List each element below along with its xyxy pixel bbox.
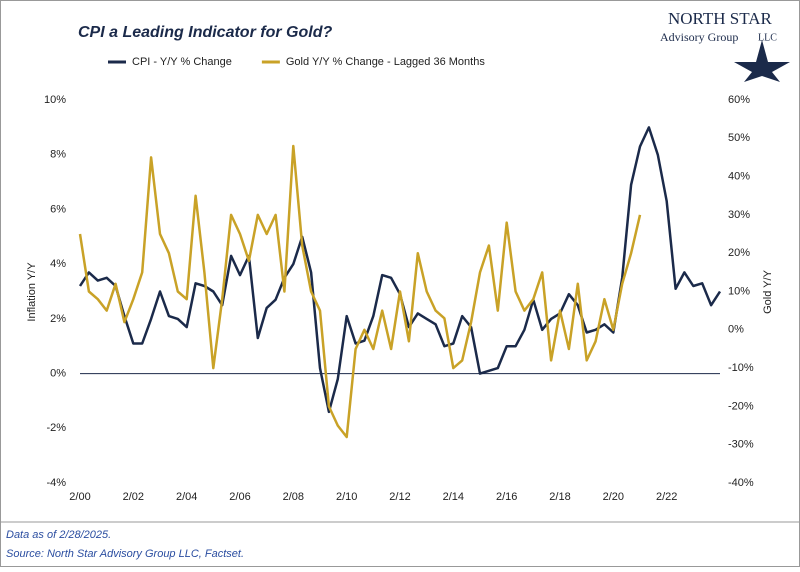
y-tick-label: -2% — [46, 422, 66, 434]
y-tick-label: 10% — [44, 94, 66, 106]
legend-label: CPI - Y/Y % Change — [132, 56, 232, 68]
x-tick-label: 2/10 — [336, 491, 357, 503]
x-tick-label: 2/02 — [123, 491, 144, 503]
x-tick-label: 2/20 — [603, 491, 624, 503]
x-tick-label: 2/08 — [283, 491, 304, 503]
x-tick-label: 2/22 — [656, 491, 677, 503]
y2-tick-label: 0% — [728, 324, 744, 336]
x-tick-label: 2/00 — [69, 491, 90, 503]
x-tick-label: 2/14 — [443, 491, 464, 503]
y-tick-label: 6% — [50, 203, 66, 215]
x-tick-label: 2/18 — [549, 491, 570, 503]
y2-tick-label: 20% — [728, 247, 750, 259]
y2-tick-label: 60% — [728, 94, 750, 106]
y-tick-label: 4% — [50, 258, 66, 270]
y2-axis-title: Gold Y/Y — [762, 269, 774, 313]
y2-tick-label: 40% — [728, 171, 750, 183]
y2-tick-label: -30% — [728, 439, 754, 451]
y-axis-title: Inflation Y/Y — [26, 262, 38, 322]
series-line — [78, 144, 642, 439]
x-tick-label: 2/04 — [176, 491, 197, 503]
note: Data as of 2/28/2025. — [6, 529, 111, 541]
y2-tick-label: -20% — [728, 400, 754, 412]
y2-tick-label: 10% — [728, 285, 750, 297]
y-tick-label: 0% — [50, 367, 66, 379]
y-tick-label: 8% — [50, 149, 66, 161]
logo-suffix: LLC — [758, 32, 777, 43]
x-tick-label: 2/06 — [229, 491, 250, 503]
y-tick-label: -4% — [46, 477, 66, 489]
note: Source: North Star Advisory Group LLC, F… — [6, 548, 244, 560]
x-tick-label: 2/16 — [496, 491, 517, 503]
legend-label: Gold Y/Y % Change - Lagged 36 Months — [286, 56, 485, 68]
x-tick-label: 2/12 — [389, 491, 410, 503]
y2-tick-label: 30% — [728, 209, 750, 221]
y2-tick-label: 50% — [728, 132, 750, 144]
y2-tick-label: -40% — [728, 477, 754, 489]
logo-name: North Star — [668, 9, 773, 28]
y2-tick-label: -10% — [728, 362, 754, 374]
y-tick-label: 2% — [50, 313, 66, 325]
logo-star — [734, 40, 790, 82]
chart-title: CPI a Leading Indicator for Gold? — [78, 24, 332, 41]
logo-sub: Advisory Group — [660, 30, 738, 44]
